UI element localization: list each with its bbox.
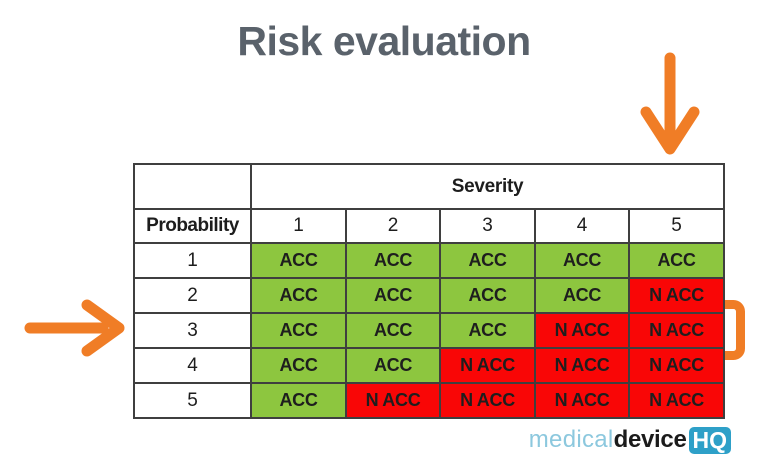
matrix-cell-p1-s5: ACC xyxy=(627,242,726,279)
probability-level-header-4: 4 xyxy=(133,347,252,384)
matrix-cell-p1-s2: ACC xyxy=(345,242,441,279)
matrix-cell-p4-s1: ACC xyxy=(250,347,347,384)
matrix-cell-p4-s3: N ACC xyxy=(439,347,536,384)
page-title: Risk evaluation xyxy=(237,18,531,64)
matrix-cell-p1-s4: ACC xyxy=(534,242,630,279)
matrix-row-probability-3: 3 ACC ACC ACC N ACC N ACC xyxy=(133,312,726,349)
severity-group-row: Severity xyxy=(133,163,726,210)
severity-level-header-3: 3 xyxy=(439,208,536,244)
probability-level-header-1: 1 xyxy=(133,242,252,279)
matrix-cell-p5-s1: ACC xyxy=(250,382,347,419)
matrix-row-probability-4: 4 ACC ACC N ACC N ACC N ACC xyxy=(133,347,726,384)
logo-medical-text: medical xyxy=(528,426,614,453)
probability-level-header-2: 2 xyxy=(133,277,252,314)
matrix-cell-p5-s3: N ACC xyxy=(439,382,536,419)
matrix-cell-p4-s2: ACC xyxy=(345,347,441,384)
severity-level-header-5: 5 xyxy=(627,208,726,244)
matrix-cell-p2-s1: ACC xyxy=(250,277,347,314)
matrix-cell-p4-s4: N ACC xyxy=(534,347,630,384)
matrix-cell-p2-s5: N ACC xyxy=(627,277,726,314)
matrix-cell-p3-s4: N ACC xyxy=(534,312,630,349)
right-arrow-icon xyxy=(24,299,125,357)
logo-device-text: device xyxy=(613,426,687,453)
matrix-cell-p3-s1: ACC xyxy=(250,312,347,349)
matrix-cell-p2-s4: ACC xyxy=(534,277,630,314)
down-arrow-icon xyxy=(640,52,700,155)
matrix-cell-p3-s5: N ACC xyxy=(627,312,726,349)
probability-level-header-5: 5 xyxy=(133,382,252,419)
matrix-cell-p2-s2: ACC xyxy=(345,277,441,314)
matrix-row-probability-2: 2 ACC ACC ACC ACC N ACC xyxy=(133,277,726,314)
matrix-cell-p3-s2: ACC xyxy=(345,312,441,349)
matrix-cell-p5-s4: N ACC xyxy=(534,382,630,419)
brand-logo: medical device HQ xyxy=(529,426,731,454)
matrix-row-probability-1: 1 ACC ACC ACC ACC ACC xyxy=(133,242,726,279)
matrix-row-probability-5: 5 ACC N ACC N ACC N ACC N ACC xyxy=(133,382,726,419)
probability-group-header: Probability xyxy=(133,208,252,244)
matrix-cell-p1-s3: ACC xyxy=(439,242,536,279)
matrix-cell-p1-s1: ACC xyxy=(250,242,347,279)
matrix-cell-p3-s3: ACC xyxy=(439,312,536,349)
severity-level-header-1: 1 xyxy=(250,208,347,244)
matrix-cell-p5-s5: N ACC xyxy=(627,382,726,419)
corner-spacer-cell xyxy=(133,163,252,210)
probability-level-header-3: 3 xyxy=(133,312,252,349)
matrix-cell-p4-s5: N ACC xyxy=(627,347,726,384)
matrix-cell-p5-s2: N ACC xyxy=(345,382,441,419)
severity-group-header: Severity xyxy=(249,163,726,210)
matrix-cell-p2-s3: ACC xyxy=(439,277,536,314)
logo-hq-badge: HQ xyxy=(688,426,731,454)
severity-level-header-2: 2 xyxy=(345,208,441,244)
severity-level-header-4: 4 xyxy=(534,208,630,244)
